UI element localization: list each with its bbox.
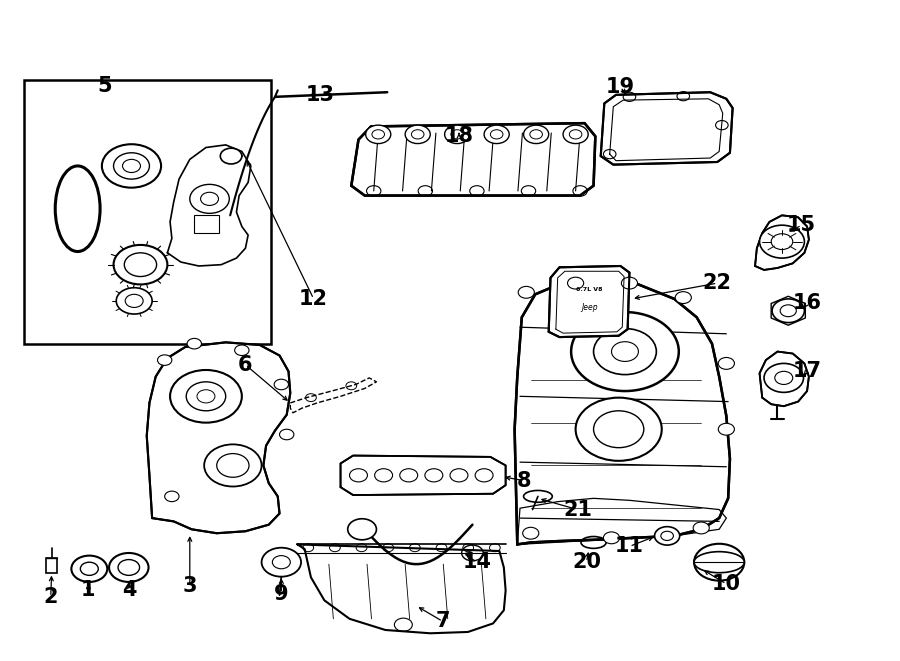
Circle shape — [718, 358, 734, 369]
Circle shape — [568, 277, 584, 289]
Polygon shape — [351, 123, 596, 196]
Text: 11: 11 — [615, 536, 644, 557]
Text: 18: 18 — [445, 126, 473, 146]
Circle shape — [621, 277, 637, 289]
Text: 19: 19 — [606, 77, 635, 97]
Circle shape — [484, 125, 509, 143]
Text: 22: 22 — [703, 273, 732, 293]
Circle shape — [523, 527, 539, 539]
Circle shape — [772, 299, 805, 323]
Circle shape — [563, 125, 589, 143]
Circle shape — [694, 544, 744, 580]
Bar — [194, 215, 220, 233]
Circle shape — [365, 125, 391, 143]
Polygon shape — [515, 279, 730, 545]
Circle shape — [693, 522, 709, 534]
Circle shape — [764, 364, 804, 393]
Polygon shape — [760, 352, 809, 407]
Circle shape — [235, 345, 249, 356]
Text: 4: 4 — [122, 580, 137, 600]
Text: 5: 5 — [97, 75, 112, 96]
Text: 12: 12 — [299, 289, 328, 309]
Text: 1: 1 — [81, 580, 95, 600]
Circle shape — [280, 429, 294, 440]
Text: 7: 7 — [436, 611, 450, 631]
Text: 21: 21 — [562, 500, 592, 520]
Circle shape — [187, 338, 202, 349]
Circle shape — [122, 159, 140, 173]
Circle shape — [405, 125, 430, 143]
Text: 15: 15 — [788, 215, 816, 235]
Circle shape — [71, 556, 107, 582]
Ellipse shape — [694, 552, 744, 572]
Circle shape — [347, 519, 376, 540]
Polygon shape — [755, 215, 809, 270]
Circle shape — [204, 444, 262, 486]
Circle shape — [165, 491, 179, 502]
Circle shape — [158, 355, 172, 366]
Circle shape — [760, 225, 805, 258]
Circle shape — [220, 148, 242, 164]
Text: 2: 2 — [43, 587, 58, 607]
Circle shape — [109, 553, 148, 582]
Circle shape — [262, 548, 302, 576]
Circle shape — [518, 286, 535, 298]
Circle shape — [603, 532, 619, 544]
Circle shape — [675, 292, 691, 303]
Circle shape — [718, 423, 734, 435]
Polygon shape — [600, 93, 733, 165]
Text: 17: 17 — [793, 362, 822, 381]
Text: 6: 6 — [238, 355, 253, 375]
Circle shape — [274, 379, 289, 390]
Circle shape — [576, 398, 662, 461]
Bar — [46, 559, 57, 572]
Bar — [23, 81, 271, 344]
Circle shape — [170, 370, 242, 422]
Circle shape — [654, 527, 680, 545]
Text: 10: 10 — [712, 574, 741, 594]
Polygon shape — [147, 342, 291, 533]
Text: 8: 8 — [517, 471, 531, 490]
Text: Jeep: Jeep — [580, 303, 598, 312]
Circle shape — [445, 125, 470, 143]
Text: 20: 20 — [572, 552, 601, 572]
Circle shape — [524, 125, 549, 143]
Polygon shape — [549, 266, 629, 337]
Polygon shape — [340, 455, 506, 495]
Text: 3: 3 — [183, 576, 197, 596]
Text: 14: 14 — [463, 552, 491, 572]
Text: 13: 13 — [305, 85, 335, 105]
Text: 9: 9 — [274, 584, 289, 603]
Text: 6.7L V8: 6.7L V8 — [576, 287, 602, 292]
Circle shape — [572, 312, 679, 391]
Text: 16: 16 — [793, 293, 822, 313]
